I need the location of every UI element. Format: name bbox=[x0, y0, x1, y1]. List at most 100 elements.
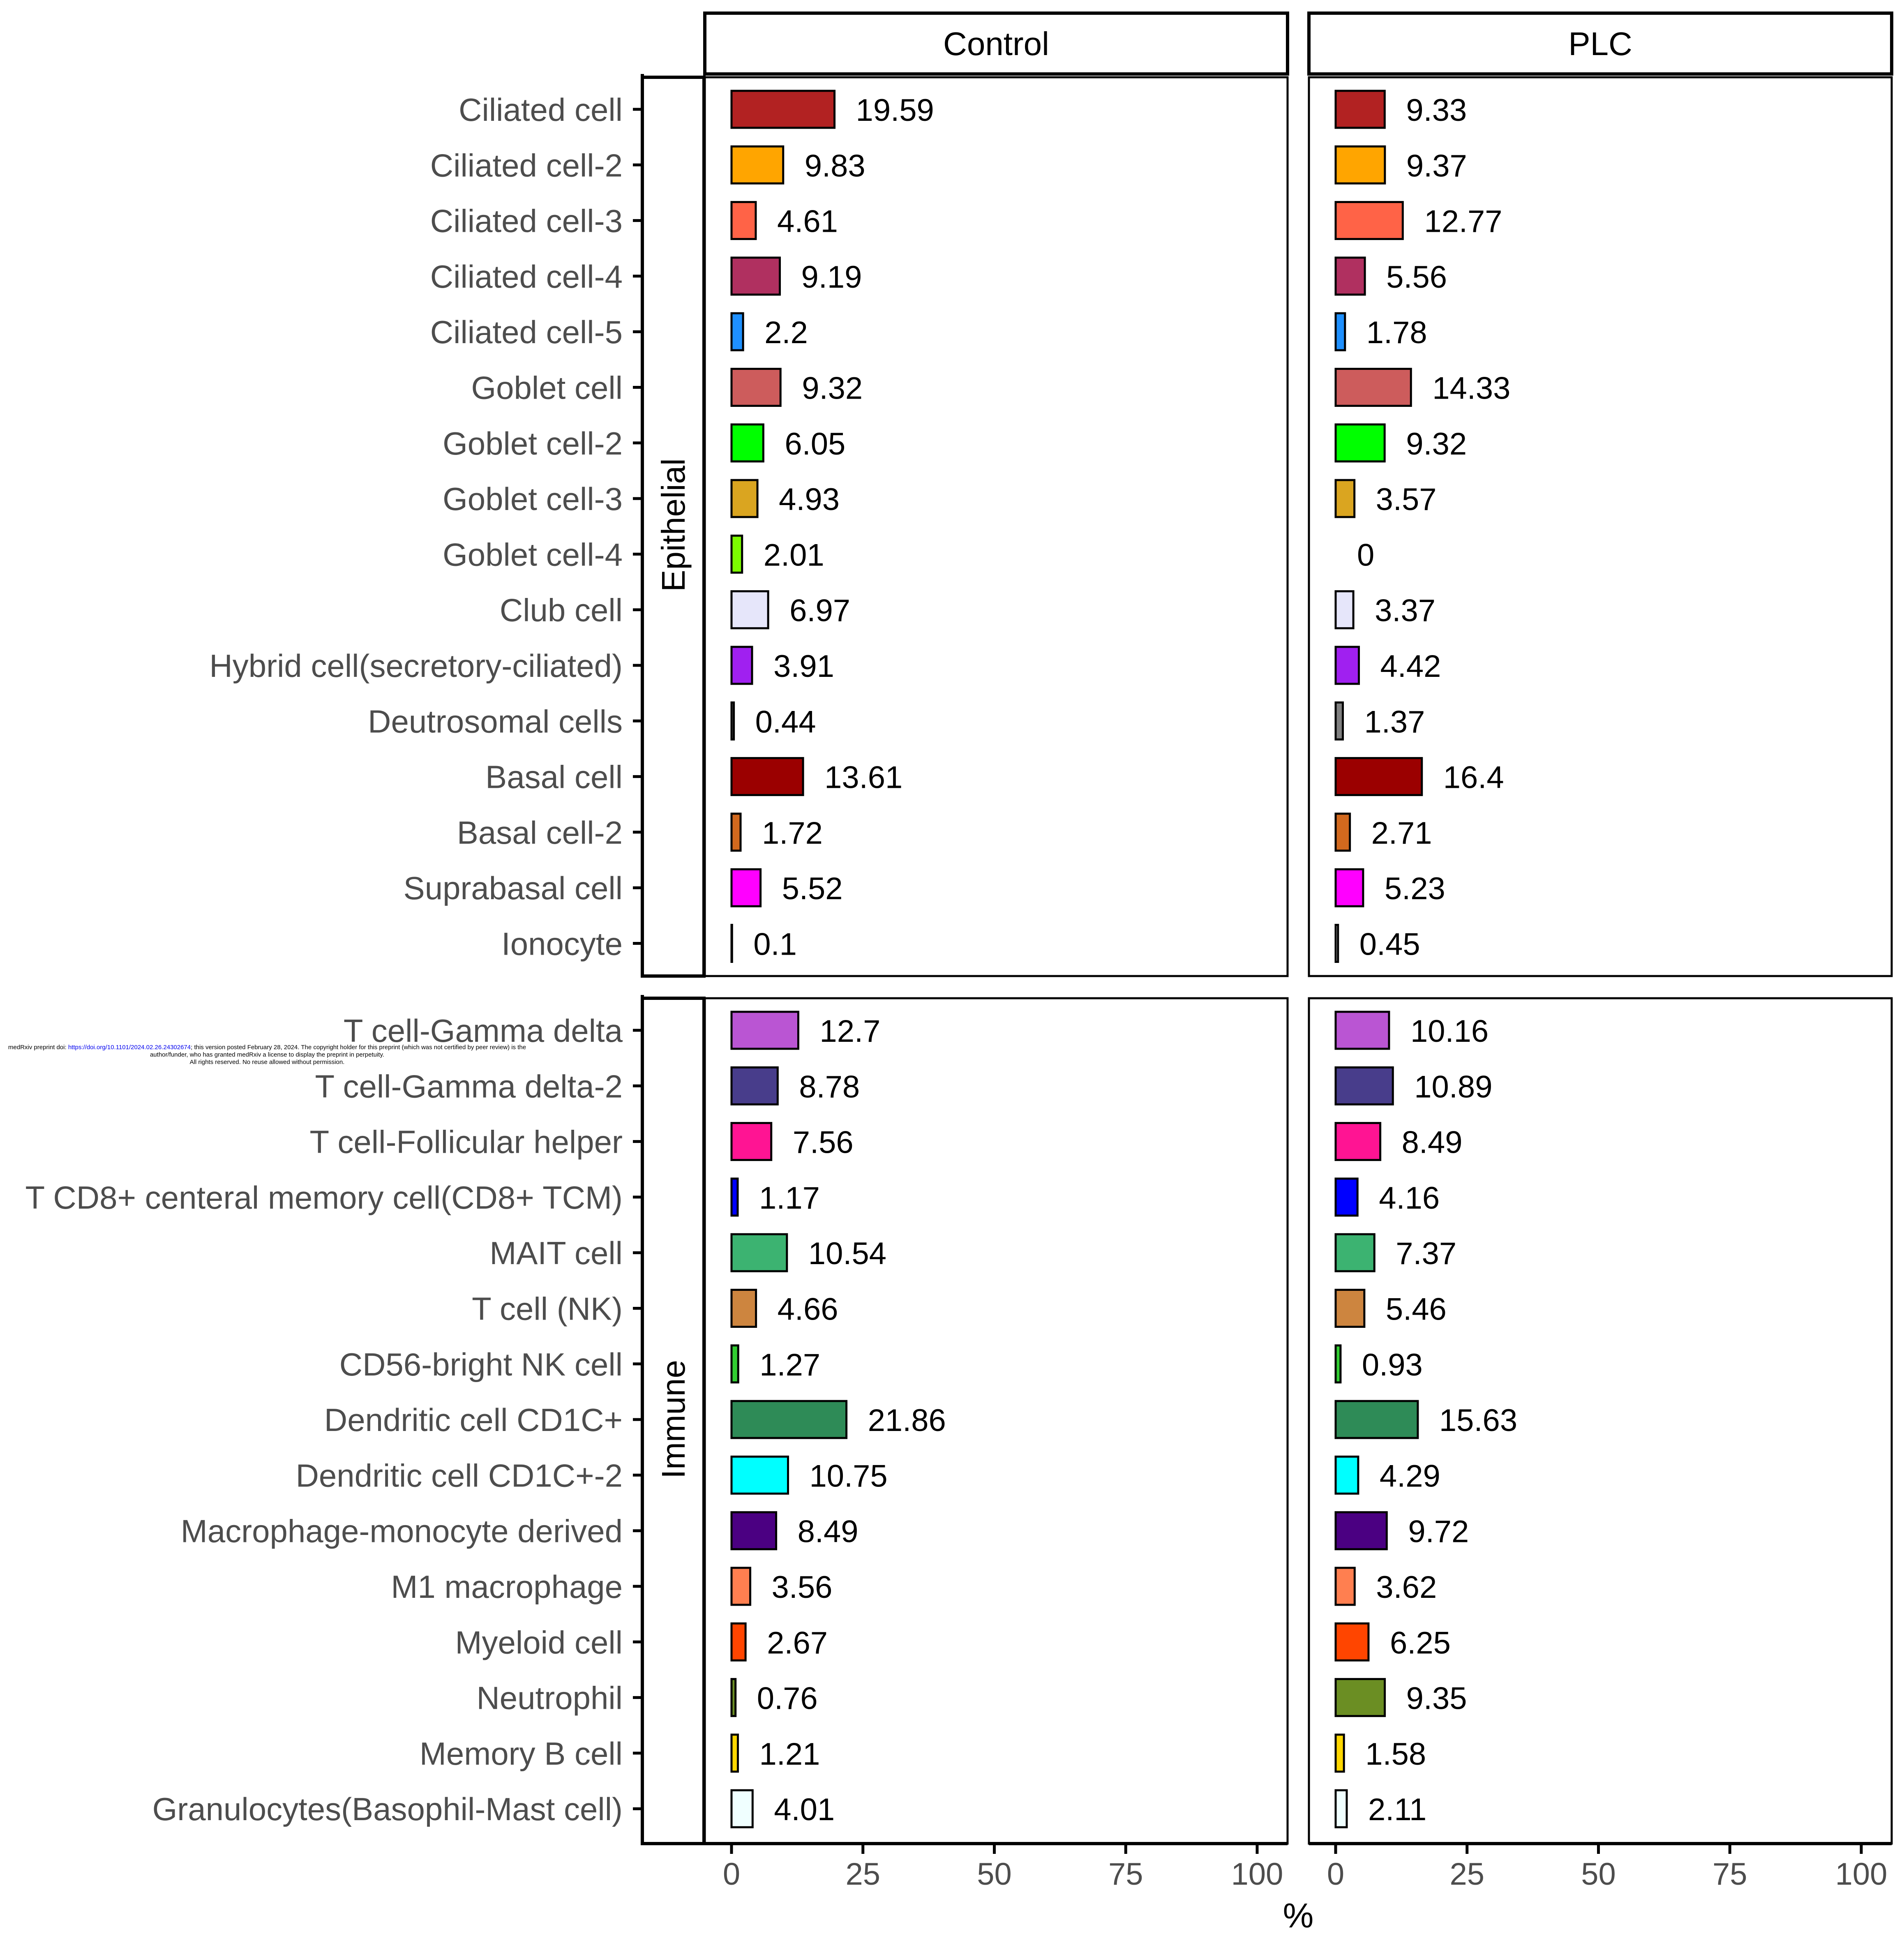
bar bbox=[1334, 1122, 1382, 1161]
bar bbox=[1334, 1511, 1388, 1551]
bar bbox=[730, 590, 769, 630]
y-tick-label: Dendritic cell CD1C+ bbox=[324, 1402, 623, 1438]
data-label: 9.19 bbox=[801, 260, 862, 295]
y-tick-label: Ciliated cell bbox=[459, 92, 623, 128]
bar bbox=[1334, 90, 1386, 129]
y-tick-label: T CD8+ centeral memory cell(CD8+ TCM) bbox=[25, 1179, 623, 1216]
data-label: 3.57 bbox=[1376, 482, 1437, 517]
bar bbox=[1334, 646, 1360, 685]
data-label: 4.42 bbox=[1380, 649, 1441, 684]
data-label: 0.44 bbox=[755, 704, 816, 739]
bar bbox=[730, 90, 836, 129]
bar bbox=[1334, 868, 1364, 907]
bar bbox=[1334, 1733, 1345, 1773]
y-tick-label: Ciliated cell-2 bbox=[430, 147, 623, 183]
data-label: 9.83 bbox=[805, 148, 865, 183]
y-tick-label: Myeloid cell bbox=[455, 1624, 623, 1660]
bar bbox=[1334, 1233, 1375, 1272]
y-tick-label: Neutrophil bbox=[476, 1680, 623, 1716]
bar bbox=[730, 534, 743, 574]
data-label: 5.46 bbox=[1386, 1292, 1447, 1327]
data-label: 9.37 bbox=[1406, 148, 1467, 183]
watermark-doi-link[interactable]: https://doi.org/10.1101/2024.02.26.24302… bbox=[68, 1044, 191, 1051]
y-tick-label: CD56-bright NK cell bbox=[339, 1346, 623, 1382]
data-label: 5.56 bbox=[1386, 260, 1447, 295]
y-tick-label: Dendritic cell CD1C+-2 bbox=[296, 1457, 623, 1493]
bar bbox=[1334, 1789, 1348, 1828]
bar bbox=[730, 1455, 789, 1495]
facet-row-label: Epithelial bbox=[655, 458, 692, 592]
data-label: 7.37 bbox=[1396, 1236, 1456, 1271]
data-label: 10.16 bbox=[1410, 1014, 1489, 1049]
bar bbox=[730, 1289, 757, 1328]
y-tick-label: T cell-Gamma delta bbox=[344, 1013, 623, 1049]
y-tick-label: Basal cell-2 bbox=[457, 815, 623, 851]
bar bbox=[1334, 145, 1386, 185]
data-label: 1.37 bbox=[1364, 704, 1425, 739]
bar bbox=[1334, 1011, 1390, 1050]
facet-row-label: Immune bbox=[655, 1360, 692, 1479]
data-label: 10.75 bbox=[809, 1459, 887, 1493]
y-tick-label: Goblet cell-2 bbox=[443, 425, 623, 462]
bar bbox=[1334, 1622, 1370, 1662]
data-label: 9.32 bbox=[1406, 427, 1467, 462]
data-label: 4.01 bbox=[774, 1792, 835, 1827]
data-label: 16.4 bbox=[1443, 760, 1504, 795]
y-tick-label: Ciliated cell-4 bbox=[430, 258, 623, 295]
data-label: 4.66 bbox=[778, 1292, 838, 1327]
bar bbox=[1334, 757, 1423, 796]
y-tick-label: Ciliated cell-5 bbox=[430, 314, 623, 350]
data-label: 0 bbox=[1357, 538, 1374, 572]
data-label: 14.33 bbox=[1432, 371, 1510, 406]
y-tick-label: Club cell bbox=[500, 592, 623, 628]
panel-epithelial-control bbox=[704, 76, 1289, 977]
data-label: 4.93 bbox=[779, 482, 840, 517]
bar bbox=[1334, 1400, 1419, 1439]
bar bbox=[730, 1511, 778, 1551]
bar bbox=[1334, 924, 1339, 963]
y-tick-label: Goblet cell-3 bbox=[443, 481, 623, 517]
watermark-prefix: medRxiv preprint doi: bbox=[8, 1044, 68, 1051]
bar bbox=[730, 145, 785, 185]
data-label: 4.29 bbox=[1380, 1459, 1440, 1493]
x-tick-label: 0 bbox=[723, 1857, 740, 1892]
data-label: 0.45 bbox=[1359, 927, 1420, 962]
facet-strip-label: PLC bbox=[1568, 25, 1632, 62]
bar bbox=[730, 1789, 754, 1828]
y-tick-label: Ciliated cell-3 bbox=[430, 203, 623, 239]
bar bbox=[730, 201, 757, 240]
y-tick-label: T cell-Gamma delta-2 bbox=[315, 1068, 623, 1104]
bar bbox=[1334, 312, 1346, 351]
data-label: 8.49 bbox=[1402, 1125, 1463, 1160]
data-label: 13.61 bbox=[824, 760, 902, 795]
x-tick-label: 100 bbox=[1231, 1857, 1283, 1892]
y-tick-label: M1 macrophage bbox=[391, 1569, 623, 1605]
y-tick-label: T cell (NK) bbox=[472, 1291, 623, 1327]
data-label: 10.89 bbox=[1414, 1069, 1492, 1104]
data-label: 6.97 bbox=[789, 593, 850, 628]
bar bbox=[730, 368, 782, 407]
data-label: 2.67 bbox=[767, 1625, 828, 1660]
bar bbox=[730, 1066, 779, 1105]
facet-strip-label: Control bbox=[943, 25, 1049, 62]
bar bbox=[730, 1733, 739, 1773]
data-label: 4.16 bbox=[1379, 1181, 1440, 1216]
x-axis-title: % bbox=[1283, 1896, 1314, 1934]
data-label: 0.76 bbox=[757, 1681, 818, 1716]
data-label: 1.58 bbox=[1365, 1737, 1426, 1772]
data-label: 7.56 bbox=[793, 1125, 854, 1160]
data-label: 12.7 bbox=[819, 1014, 880, 1049]
data-label: 0.1 bbox=[753, 927, 797, 962]
bar bbox=[730, 868, 762, 907]
data-label: 9.35 bbox=[1406, 1681, 1467, 1716]
bar bbox=[730, 1567, 752, 1606]
facet-strip-plc bbox=[1307, 12, 1893, 76]
data-label: 6.05 bbox=[785, 427, 845, 462]
bar bbox=[730, 812, 742, 852]
data-label: 3.91 bbox=[773, 649, 834, 684]
data-label: 2.11 bbox=[1368, 1792, 1426, 1827]
bar bbox=[1334, 812, 1351, 852]
watermark-suffix: ; this version posted February 28, 2024.… bbox=[150, 1044, 526, 1058]
y-tick-label: Goblet cell bbox=[471, 370, 623, 406]
data-label: 3.56 bbox=[772, 1570, 833, 1605]
